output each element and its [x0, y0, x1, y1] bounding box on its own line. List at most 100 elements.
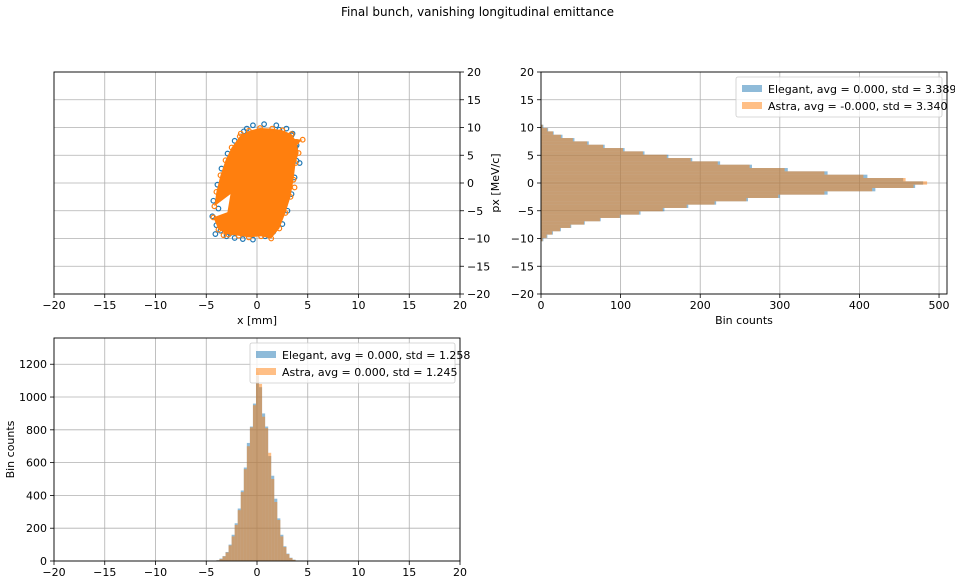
scatter-ytick-label: 15 — [467, 94, 481, 107]
px_hist-ytick-label: 15 — [520, 94, 534, 107]
px_hist-bar-1 — [541, 171, 825, 175]
scatter-xtick-label: −20 — [42, 299, 65, 312]
scatter-frame — [53, 71, 461, 295]
scatter-point-0 — [261, 121, 268, 128]
px_hist-bar-1 — [541, 217, 600, 222]
x_hist-legend-label-0: Elegant, avg = 0.000, std = 1.258 — [282, 349, 470, 362]
scatter-point-1 — [268, 235, 275, 242]
x_hist-legend-box — [249, 342, 456, 384]
px_hist-bar-1 — [541, 214, 620, 218]
x_hist-bar-1 — [289, 558, 293, 561]
scatter-xtick-label: 15 — [402, 299, 416, 312]
scatter-ytick-label: 5 — [467, 149, 474, 162]
scatter-point-1 — [258, 233, 264, 240]
px_hist-bar-1 — [541, 124, 543, 129]
x_hist-xtick-label: 5 — [304, 566, 311, 579]
scatter-point-1 — [220, 232, 227, 239]
px_hist-legend-label-0: Elegant, avg = 0.000, std = 3.389 — [768, 83, 955, 96]
x_hist-legend-swatch-1 — [256, 368, 276, 375]
scatter-ytick-label: −15 — [467, 260, 490, 273]
scatter-point-1 — [295, 150, 302, 156]
x_hist-bar-1 — [283, 547, 287, 561]
scatter-ytick-label: −10 — [467, 233, 490, 246]
x_hist-bar-1 — [246, 446, 250, 561]
x_hist-ytick-label: 1200 — [19, 358, 47, 371]
px_hist-series-1 — [541, 124, 928, 242]
scatter-series-1 — [210, 125, 306, 242]
scatter-xtick-label: −15 — [93, 299, 116, 312]
px_hist-frame — [540, 71, 948, 295]
x_hist-bar-1 — [231, 536, 235, 561]
px_hist-bar-1 — [541, 138, 573, 142]
scatter-point-1 — [228, 144, 235, 151]
scatter-point-1 — [210, 214, 217, 221]
px_hist-ytick-label: 0 — [527, 177, 534, 190]
scatter-point-1 — [235, 232, 242, 239]
px_hist-ytick-label: −20 — [511, 288, 534, 301]
px_hist-legend-swatch-0 — [742, 85, 762, 92]
x_hist-bar-1 — [225, 552, 229, 561]
px_hist-bar-1 — [541, 201, 715, 205]
scatter-point-1 — [237, 130, 244, 137]
scatter-ytick-label: 0 — [467, 177, 474, 190]
px_hist-bar-1 — [541, 237, 543, 242]
x_hist-xtick-label: −20 — [42, 566, 65, 579]
px_hist-xtick-label: 300 — [769, 299, 790, 312]
scatter-point-0 — [273, 122, 280, 129]
x_hist-bar-1 — [271, 479, 275, 561]
px_hist-bar-1 — [541, 144, 604, 149]
scatter-point-1 — [211, 203, 218, 210]
x_hist-bar-1 — [277, 520, 281, 561]
x_hist-xtick-label: 15 — [402, 566, 416, 579]
scatter-point-1 — [287, 193, 294, 200]
x_hist-frame — [53, 337, 461, 562]
scatter-point-1 — [257, 125, 263, 131]
px_hist-legend-label-1: Astra, avg = -0.000, std = 3.340 — [768, 100, 947, 113]
x_hist-bar-1 — [249, 427, 253, 561]
px_hist-bar-1 — [541, 221, 584, 225]
x_hist-bar-1 — [228, 545, 232, 561]
x_hist-bar-1 — [259, 383, 263, 561]
px_hist-bar-1 — [541, 128, 548, 132]
px_hist-legend-box — [735, 76, 943, 118]
x_hist-xtick-label: −15 — [93, 566, 116, 579]
px_hist-bar-1 — [541, 184, 914, 188]
px_hist-bar-1 — [541, 187, 873, 192]
scatter-point-0 — [239, 236, 246, 242]
x_hist-xtick-label: −5 — [198, 566, 214, 579]
px_hist-ytick-label: −15 — [511, 260, 534, 273]
px_hist-bar-1 — [541, 207, 663, 212]
px_hist-xtick-label: 400 — [849, 299, 870, 312]
scatter-point-1 — [288, 131, 295, 138]
px_hist-ytick-label: 20 — [520, 66, 534, 79]
px_hist-ytick-label: −5 — [518, 205, 534, 218]
px_hist-bar-1 — [541, 151, 643, 155]
px_hist-bar-1 — [541, 174, 864, 179]
scatter-xlabel: x [mm] — [237, 314, 277, 327]
px_hist-bar-1 — [541, 194, 779, 198]
x_hist-bar-1 — [219, 559, 223, 561]
scatter-point-1 — [236, 133, 243, 140]
px_hist-xlabel: Bin counts — [715, 314, 773, 327]
scatter-ytick-label: 10 — [467, 122, 481, 135]
x_hist-bar-1 — [262, 416, 266, 561]
px_hist-bar-1 — [541, 234, 547, 238]
px_hist-bar-1 — [541, 158, 691, 162]
px_hist-bar-1 — [541, 154, 667, 159]
x_hist-xtick-label: 10 — [352, 566, 366, 579]
px_hist-bar-1 — [541, 227, 561, 232]
px_hist-bar-1 — [541, 141, 588, 145]
scatter-xtick-label: 5 — [304, 299, 311, 312]
x_hist-bar-1 — [274, 501, 278, 561]
x_hist-legend-label-1: Astra, avg = 0.000, std = 1.245 — [282, 366, 457, 379]
x_hist-bar-1 — [243, 469, 247, 561]
scatter-point-0 — [209, 213, 216, 220]
px_hist-bar-1 — [541, 178, 906, 182]
scatter-point-1 — [245, 127, 252, 134]
scatter-xtick-label: 20 — [453, 299, 467, 312]
scatter-point-0 — [250, 122, 256, 129]
x_hist-bar-1 — [234, 524, 238, 561]
px_hist-ytick-label: 10 — [520, 122, 534, 135]
px_hist-bar-1 — [541, 168, 785, 172]
px_hist-bar-1 — [541, 161, 718, 165]
